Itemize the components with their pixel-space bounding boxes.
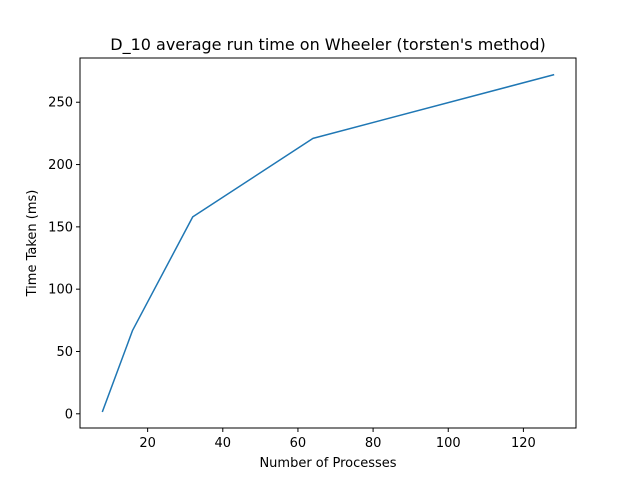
x-axis: 20 40 60 80 100 120 <box>139 428 536 451</box>
y-tick-label: 100 <box>48 283 73 298</box>
y-tick-label: 0 <box>65 407 73 422</box>
y-tick-label: 250 <box>48 96 73 111</box>
y-axis-label: Time Taken (ms) <box>25 190 40 298</box>
x-tick-label: 120 <box>511 436 536 451</box>
x-tick-label: 60 <box>290 436 307 451</box>
chart-title: D_10 average run time on Wheeler (torste… <box>110 35 545 55</box>
y-axis: 0 50 100 150 200 250 <box>48 96 80 422</box>
x-tick-label: 80 <box>365 436 382 451</box>
x-axis-label: Number of Processes <box>259 456 396 471</box>
axes-frame <box>79 57 577 429</box>
y-tick-label: 150 <box>48 220 73 235</box>
series-line <box>101 73 555 413</box>
x-tick-label: 100 <box>436 436 461 451</box>
series-layer <box>101 73 555 413</box>
x-tick-label: 40 <box>215 436 232 451</box>
y-tick-label: 200 <box>48 158 73 173</box>
y-tick-label: 50 <box>56 345 73 360</box>
x-tick-label: 20 <box>139 436 156 451</box>
